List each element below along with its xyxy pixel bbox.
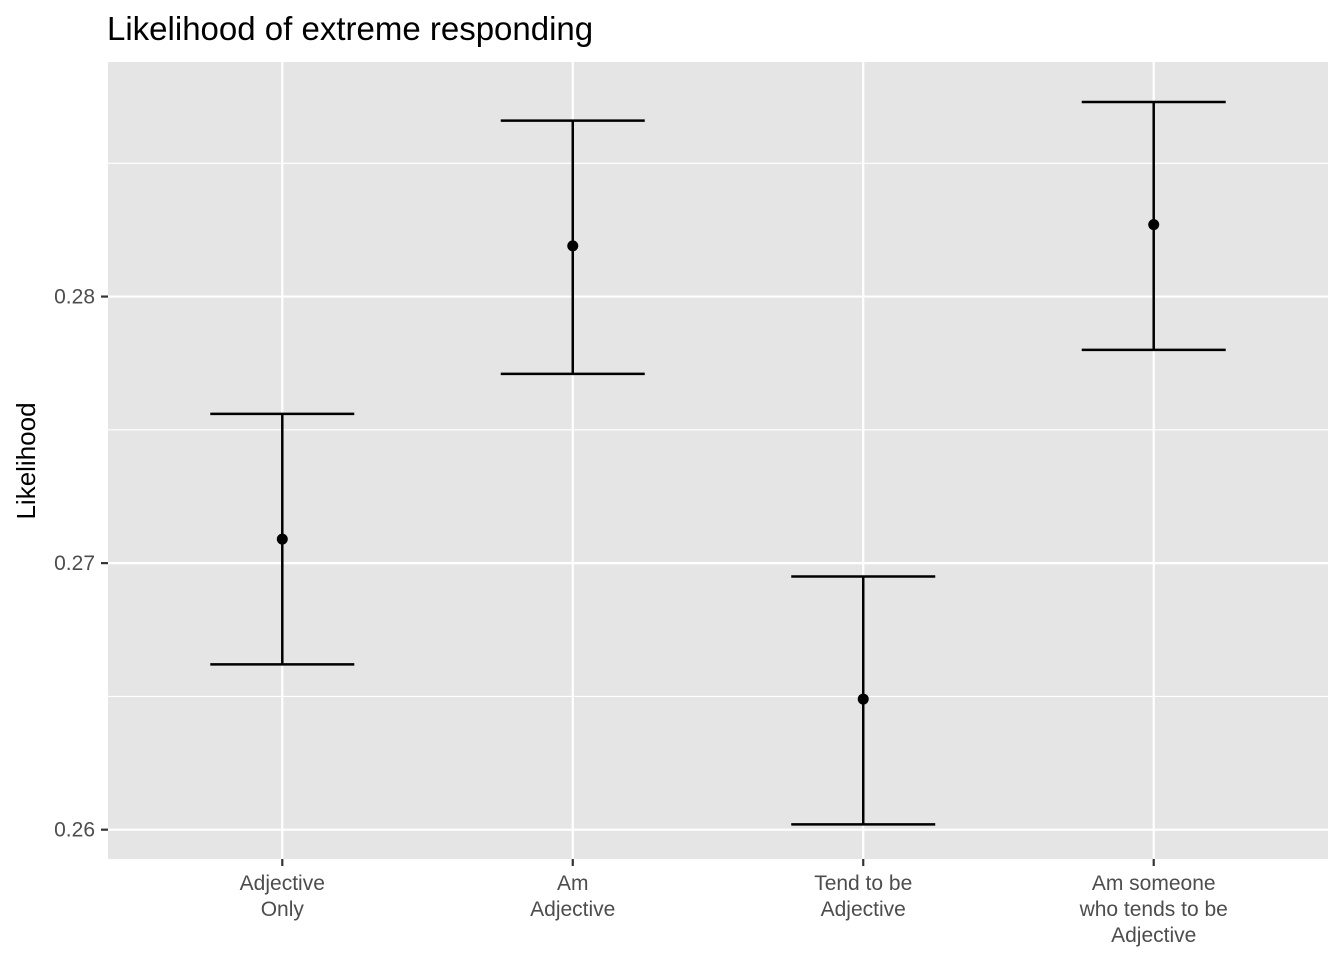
- data-marks: [210, 100, 1226, 826]
- x-axis: Adjective Only Am Adjective Tend to be Adject…: [240, 859, 1228, 947]
- y-axis-label: Likelihood: [11, 402, 41, 519]
- x-tick-label-2: Tend to be Adjective: [814, 872, 912, 921]
- y-tick-label-0: 0.26: [54, 819, 95, 842]
- data-point-0: [276, 533, 288, 545]
- y-axis: 0.26 0.27 0.28: [54, 286, 108, 842]
- chart-title: Likelihood of extreme responding: [107, 10, 593, 47]
- data-point-3: [1148, 219, 1160, 231]
- x-tick-label-1: Am Adjective: [530, 872, 615, 921]
- data-point-2: [857, 693, 869, 705]
- plot-panel: [108, 62, 1328, 859]
- gridlines: [108, 62, 1328, 859]
- data-point-1: [567, 240, 579, 252]
- y-tick-label-2: 0.28: [54, 286, 95, 309]
- x-tick-label-0: Adjective Only: [240, 872, 325, 921]
- x-tick-label-3: Am someone who tends to be Adjective: [1079, 872, 1228, 947]
- y-tick-label-1: 0.27: [54, 552, 95, 575]
